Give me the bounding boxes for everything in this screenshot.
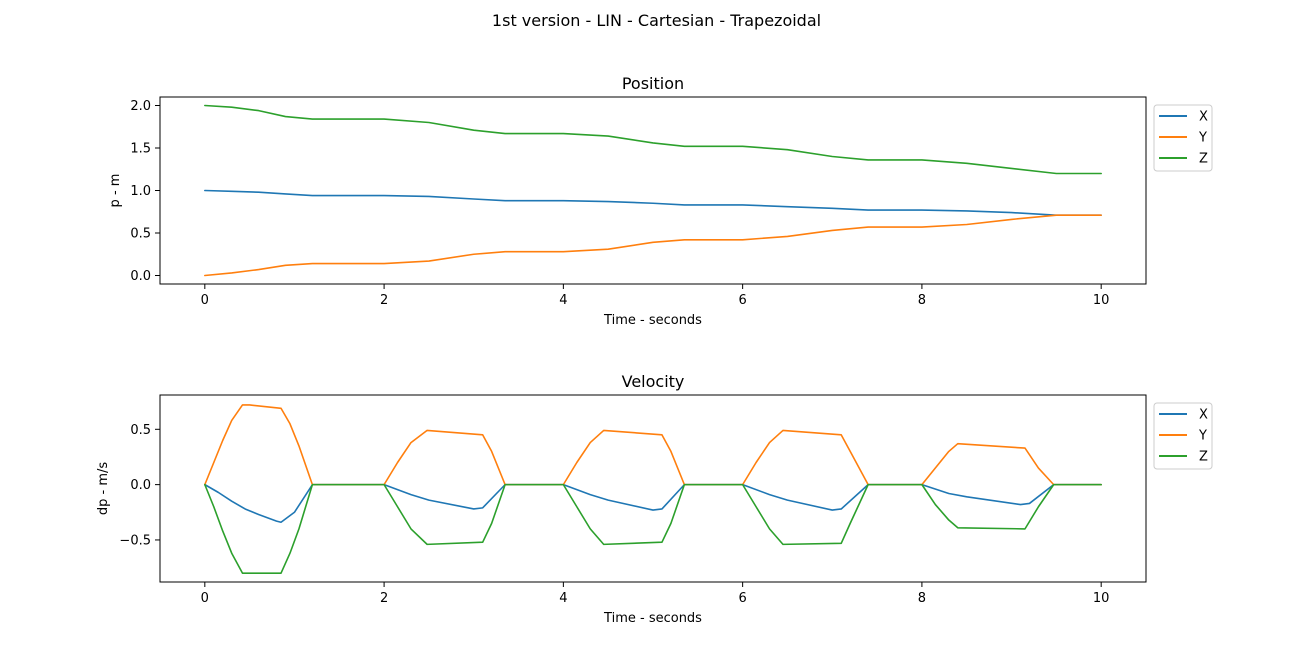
y-tick-label: 1.0 [130, 184, 151, 199]
y-tick-label: −0.5 [119, 533, 151, 548]
x-tick-label: 2 [380, 293, 388, 308]
y-axis-label: dp - m/s [96, 462, 111, 516]
legend-label-x: X [1199, 110, 1208, 125]
plot-lines [204, 404, 1102, 574]
figure-title: 1st version - LIN - Cartesian - Trapezoi… [492, 11, 821, 30]
x-tick-label: 6 [738, 591, 746, 606]
x-tick-label: 6 [738, 293, 746, 308]
x-tick-label: 0 [201, 591, 209, 606]
y-axis-label: p - m [108, 174, 123, 208]
y-tick-label: 1.5 [130, 142, 151, 157]
y-tick-label: 0.0 [130, 269, 151, 284]
series-line-x [204, 483, 1102, 524]
series-line-x [204, 189, 1102, 216]
y-tick-label: 0.0 [130, 478, 151, 493]
y-tick-label: 2.0 [130, 99, 151, 114]
series-line-y [204, 404, 1102, 486]
legend-label-y: Y [1198, 429, 1207, 444]
x-tick-label: 10 [1093, 591, 1110, 606]
legend-label-y: Y [1198, 131, 1207, 146]
series-line-y [204, 214, 1102, 277]
x-tick-label: 10 [1093, 293, 1110, 308]
x-tick-label: 4 [559, 293, 567, 308]
x-tick-label: 0 [201, 293, 209, 308]
legend-label-z: Z [1199, 152, 1208, 167]
y-tick-label: 0.5 [130, 227, 151, 242]
series-line-z [204, 104, 1102, 175]
charts-container: Position 0 2 4 6 8 10 0.0 0.5 1.0 1.5 2.0 Time - sec… [96, 74, 1213, 626]
legend: XYZ [1153, 402, 1213, 470]
plot-lines [204, 104, 1102, 277]
y-tick-label: 0.5 [130, 423, 151, 438]
chart-title: Position [622, 74, 684, 93]
chart-position: Position 0 2 4 6 8 10 0.0 0.5 1.0 1.5 2.0 Time - sec… [108, 74, 1213, 328]
series-line-z [204, 483, 1102, 574]
legend-label-x: X [1199, 408, 1208, 423]
x-tick-label: 4 [559, 591, 567, 606]
chart-velocity: Velocity 0 2 4 6 8 10 −0.5 0.0 0.5 Time - seconds d… [96, 372, 1213, 626]
x-axis-label: Time - seconds [603, 313, 702, 328]
legend: XYZ [1153, 104, 1213, 172]
x-tick-label: 8 [918, 591, 926, 606]
axes-frame [159, 394, 1147, 583]
legend-label-z: Z [1199, 450, 1208, 465]
x-tick-label: 8 [918, 293, 926, 308]
chart-title: Velocity [622, 372, 685, 391]
x-tick-label: 2 [380, 591, 388, 606]
x-axis-label: Time - seconds [603, 611, 702, 626]
